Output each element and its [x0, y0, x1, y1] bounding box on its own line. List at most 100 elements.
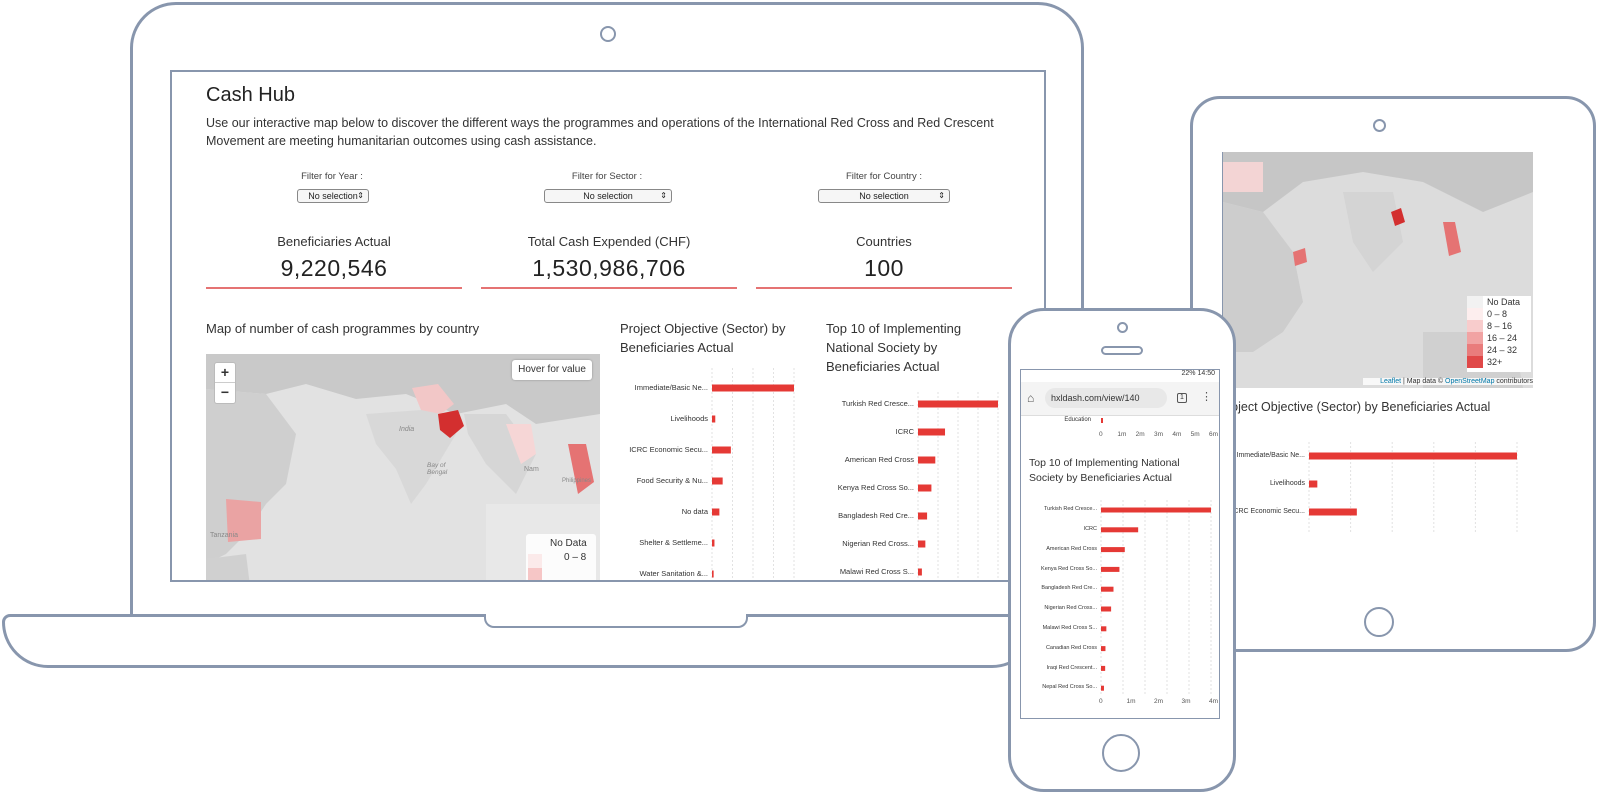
- axis-category-label: Education: [1064, 417, 1091, 423]
- tablet-chart-labels: Immediate/Basic Ne... Livelihoods ICRC Eco…: [1223, 442, 1305, 532]
- more-menu-icon[interactable]: ⋮: [1201, 391, 1212, 403]
- axis-tick: 4m: [1172, 431, 1182, 438]
- legend-swatch: [1467, 320, 1483, 332]
- intro-text: Use our interactive map below to discove…: [206, 116, 994, 148]
- bar-label: Malawi Red Cross S...: [1042, 625, 1097, 632]
- bar-label: American Red Cross: [1046, 545, 1097, 552]
- legend-swatch: [1467, 296, 1483, 308]
- zoom-in-button[interactable]: +: [215, 363, 235, 383]
- bar-label: Kenya Red Cross So...: [837, 483, 914, 493]
- filter-sector-select[interactable]: No selection ⇕: [544, 189, 672, 203]
- axis-tick: 2m: [1154, 698, 1164, 705]
- map-shapes: [206, 354, 600, 580]
- legend-swatch: [1467, 356, 1483, 368]
- filter-country-select[interactable]: No selection ⇕: [818, 189, 950, 203]
- bar: [918, 428, 946, 436]
- leaflet-link[interactable]: Leaflet: [1380, 378, 1402, 385]
- axis-tick: 1m: [1117, 431, 1127, 438]
- kpi-divider: [206, 287, 462, 289]
- legend-range-1: 0 – 8: [564, 552, 587, 563]
- bar: [712, 446, 731, 454]
- axis-tick: 1m: [1126, 698, 1136, 705]
- sector-bar-chart: [711, 368, 795, 580]
- laptop-screen: Cash Hub Use our interactive map below t…: [170, 70, 1046, 582]
- bar-label: Livelihoods: [670, 414, 708, 424]
- axis-tick: 0: [1099, 698, 1103, 705]
- bar: [712, 415, 716, 423]
- updown-icon: ⇕: [938, 191, 945, 200]
- bar-label: Water Sanitation &...: [639, 569, 708, 579]
- map-label-india: India: [399, 426, 415, 433]
- legend-swatch: [528, 568, 542, 580]
- bar: [1101, 586, 1114, 592]
- bar: [1309, 508, 1357, 516]
- phone-bottom-axis: 0 1m 2m 3m 4m: [1099, 698, 1218, 708]
- bar: [918, 484, 932, 492]
- map-label-nam: Nam: [524, 466, 539, 473]
- legend-item: 24 – 32: [1487, 345, 1518, 355]
- tablet-bar-chart: [1308, 442, 1518, 532]
- bar: [712, 384, 794, 392]
- bar-label: ICRC: [895, 427, 914, 437]
- kpi-countries-value: 100: [864, 255, 904, 281]
- map-zoom-control: + −: [214, 362, 236, 404]
- axis-tick: 3m: [1181, 698, 1191, 705]
- tab-count-icon[interactable]: 1: [1177, 393, 1187, 403]
- filter-sector-label: Filter for Sector :: [571, 171, 643, 182]
- map-attribution: Leaflet | Map data © OpenStreetMap contr…: [1363, 378, 1533, 385]
- bar-label: Bangladesh Red Cre...: [838, 511, 914, 521]
- bar-label: Nepal Red Cross So...: [1042, 684, 1097, 691]
- osm-link[interactable]: OpenStreetMap: [1445, 378, 1495, 385]
- bar: [1101, 606, 1112, 612]
- bar: [1101, 566, 1120, 572]
- choropleth-map[interactable]: India Bay of Bengal Nam Philippines Tanz…: [206, 354, 600, 580]
- axis-tick: 6m: [1209, 431, 1219, 438]
- url-bar[interactable]: hxldash.com/view/140: [1045, 388, 1167, 408]
- map-label-tanzania: Tanzania: [210, 532, 239, 539]
- tablet-home-button: [1364, 607, 1394, 637]
- zoom-out-button[interactable]: −: [220, 384, 230, 400]
- phone-speaker: [1101, 346, 1143, 355]
- bar-label: Livelihoods: [1269, 479, 1305, 487]
- bar-label: Shelter & Settleme...: [639, 538, 708, 548]
- phone-bar-chart: [1100, 500, 1212, 695]
- bar: [712, 570, 714, 578]
- bar-label: ICRC Economic Secu...: [629, 445, 708, 455]
- home-icon[interactable]: ⌂: [1027, 391, 1035, 405]
- bar: [1101, 646, 1106, 652]
- status-bar: 22% 14:50: [1021, 370, 1219, 382]
- bar: [918, 400, 998, 408]
- bar: [1101, 527, 1139, 533]
- filter-country-label: Filter for Country :: [845, 171, 923, 182]
- map-label-philippines: Philippines: [562, 478, 592, 484]
- tablet-camera: [1373, 119, 1386, 132]
- tablet-map-legend: No Data 0 – 8 8 – 16 16 – 24 24 – 32 32+: [1467, 296, 1531, 372]
- bar: [918, 456, 936, 464]
- bar-label: Immediate/Basic Ne...: [1236, 451, 1305, 459]
- legend-item: 8 – 16: [1487, 321, 1513, 331]
- kpi-divider: [481, 287, 737, 289]
- filter-country-value: No selection: [859, 191, 909, 201]
- bar-label: Nigerian Red Cross...: [1044, 605, 1097, 612]
- bar: [918, 568, 922, 576]
- legend-swatch: [528, 554, 542, 568]
- filter-year-select[interactable]: No selection ⇕: [297, 189, 369, 203]
- kpi-cash-value: 1,530,986,706: [532, 255, 686, 281]
- phone-chart-title: Top 10 of Implementing National Society …: [1029, 457, 1180, 484]
- kpi-cash-label: Total Cash Expended (CHF): [527, 234, 691, 249]
- tablet-chart-title: roject Objective (Sector) by Beneficiari…: [1227, 400, 1491, 414]
- bar: [918, 540, 926, 548]
- legend-item: No Data: [1487, 297, 1521, 307]
- bar-label: Nigerian Red Cross...: [842, 539, 914, 549]
- map-label-bay: Bay of Bengal: [427, 462, 448, 476]
- bar: [1101, 547, 1125, 553]
- legend-item: 32+: [1487, 357, 1503, 367]
- sector-chart-labels: Immediate/Basic Ne... Livelihoods ICRC Eco…: [620, 368, 712, 580]
- kpi-divider: [756, 287, 1012, 289]
- bar-label: Malawi Red Cross S...: [839, 567, 914, 577]
- bar: [1101, 626, 1107, 632]
- phone-chart-labels: Turkish Red Cresce... ICRC American Red Cr…: [1021, 500, 1097, 700]
- filter-sector-value: No selection: [583, 191, 633, 201]
- bar: [1101, 685, 1104, 691]
- bar: [1101, 507, 1211, 513]
